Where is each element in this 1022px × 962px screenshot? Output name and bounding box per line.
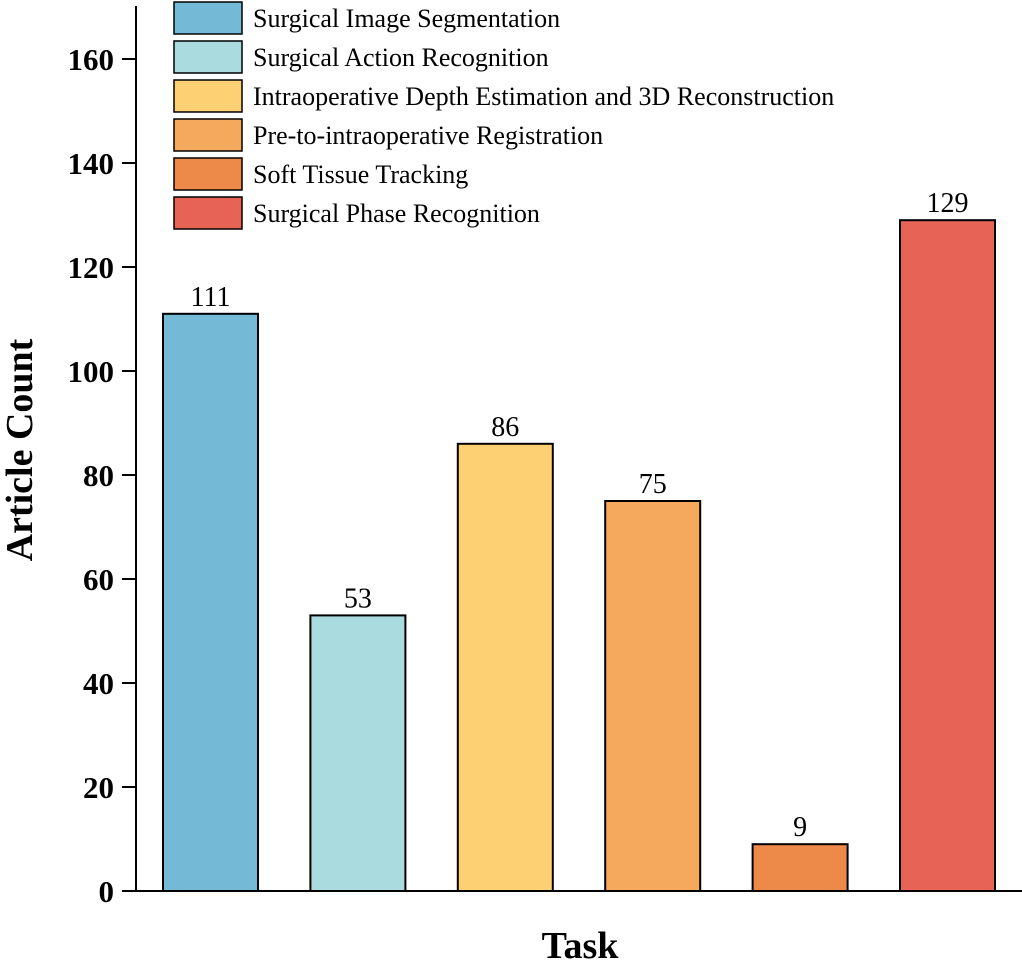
y-tick-label: 80: [83, 458, 114, 493]
y-tick-label: 0: [99, 874, 115, 909]
bars: [162, 219, 996, 893]
legend-swatch: [173, 40, 243, 74]
y-tick-label: 120: [68, 250, 115, 285]
legend-label: Pre-to-intraoperative Registration: [253, 121, 603, 150]
legend-label: Surgical Phase Recognition: [253, 199, 540, 228]
y-tick-label: 40: [83, 666, 114, 701]
legend-swatch: [173, 196, 243, 230]
legend-label: Intraoperative Depth Estimation and 3D R…: [253, 82, 834, 111]
bar: [456, 442, 554, 892]
y-tick-label: 160: [68, 42, 115, 77]
legend-label: Soft Tissue Tracking: [253, 160, 468, 189]
legend-swatch: [173, 118, 243, 152]
legend-swatch: [173, 79, 243, 113]
legend-swatch: [173, 157, 243, 191]
bar: [604, 500, 702, 892]
y-tick-label: 60: [83, 562, 114, 597]
legend-label: Surgical Action Recognition: [253, 43, 549, 72]
bar-value-label: 129: [927, 188, 969, 219]
y-axis-title: Article Count: [0, 338, 41, 561]
y-axis: 0 20 40 60 80 100 120 140 160: [68, 6, 137, 909]
y-tick-label: 140: [68, 146, 115, 181]
bar: [309, 614, 407, 893]
data-labels: 111 53 86 75 9 129: [191, 188, 969, 843]
bar: [751, 843, 849, 893]
bar-value-label: 75: [639, 469, 667, 500]
bar-value-label: 53: [344, 583, 372, 614]
x-axis-title: Task: [542, 925, 620, 962]
bar-value-label: 9: [793, 812, 807, 843]
bar-value-label: 86: [491, 412, 519, 443]
legend-label: Surgical Image Segmentation: [253, 4, 560, 33]
legend-swatch: [173, 1, 243, 35]
y-tick-label: 100: [68, 354, 115, 389]
bar: [899, 219, 996, 892]
y-tick-label: 20: [83, 770, 114, 805]
legend: Surgical Image Segmentation Surgical Acti…: [173, 1, 834, 230]
bar: [162, 312, 259, 892]
bar-value-label: 111: [191, 282, 231, 313]
